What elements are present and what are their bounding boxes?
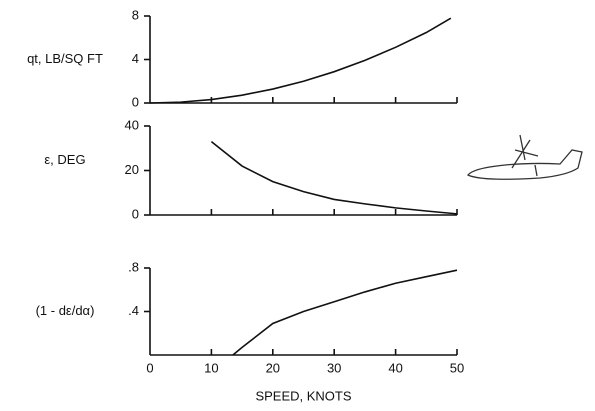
y-tick-label: 4 bbox=[132, 51, 139, 66]
x-tick-label: 0 bbox=[146, 360, 153, 375]
y-tick-label: .4 bbox=[128, 303, 139, 318]
y-tick-label: .8 bbox=[128, 259, 139, 274]
data-line bbox=[149, 17, 452, 104]
x-tick-label: 20 bbox=[266, 360, 280, 375]
x-tick-label: 30 bbox=[327, 360, 341, 375]
data-line bbox=[210, 140, 458, 215]
x-tick-label: 10 bbox=[204, 360, 218, 375]
y-tick-label: 20 bbox=[125, 162, 139, 177]
y-axis-label: qt, LB/SQ FT bbox=[27, 51, 103, 66]
y-tick-label: 8 bbox=[132, 7, 139, 22]
x-tick-label: 50 bbox=[450, 360, 464, 375]
y-axis-label: ε, DEG bbox=[44, 152, 85, 167]
x-tick-label: 40 bbox=[388, 360, 402, 375]
y-tick-label: 0 bbox=[132, 206, 139, 221]
airplane-icon bbox=[466, 134, 583, 180]
x-axis-label: SPEED, KNOTS bbox=[255, 388, 351, 403]
y-tick-label: 40 bbox=[125, 117, 139, 132]
data-line bbox=[232, 269, 458, 356]
y-axis-label: (1 - dε/dα) bbox=[36, 303, 95, 318]
y-tick-label: 0 bbox=[132, 94, 139, 109]
